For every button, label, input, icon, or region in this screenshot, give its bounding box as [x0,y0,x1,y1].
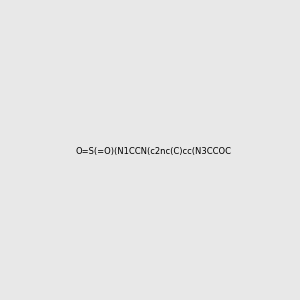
Text: O=S(=O)(N1CCN(c2nc(C)cc(N3CCOC: O=S(=O)(N1CCN(c2nc(C)cc(N3CCOC [76,147,232,156]
